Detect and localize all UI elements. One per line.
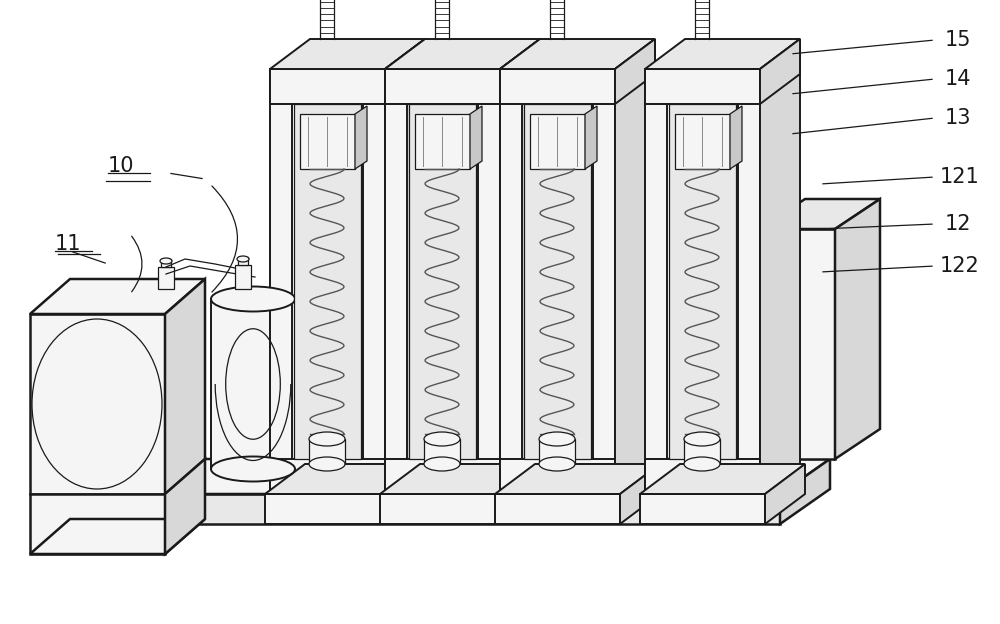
Bar — [238, 257, 248, 265]
Polygon shape — [30, 314, 165, 494]
Text: 121: 121 — [940, 167, 980, 187]
Bar — [158, 267, 174, 289]
Polygon shape — [385, 39, 540, 69]
Polygon shape — [385, 69, 500, 104]
Polygon shape — [730, 106, 742, 169]
Polygon shape — [640, 494, 765, 524]
Text: 122: 122 — [940, 256, 980, 276]
Bar — [309, 439, 345, 464]
Bar — [530, 114, 585, 169]
Bar — [539, 439, 575, 464]
Polygon shape — [505, 464, 545, 524]
Polygon shape — [495, 494, 620, 524]
Polygon shape — [500, 69, 615, 104]
Polygon shape — [270, 459, 385, 494]
Polygon shape — [760, 199, 880, 229]
Polygon shape — [270, 39, 425, 69]
Polygon shape — [760, 39, 800, 104]
Polygon shape — [211, 299, 295, 469]
Ellipse shape — [424, 432, 460, 446]
Polygon shape — [270, 69, 292, 494]
Bar — [161, 259, 171, 267]
Polygon shape — [385, 39, 425, 104]
Bar — [415, 114, 470, 169]
Polygon shape — [380, 464, 545, 494]
Polygon shape — [760, 229, 835, 459]
Polygon shape — [760, 39, 800, 494]
Ellipse shape — [684, 432, 720, 446]
Text: 15: 15 — [945, 30, 972, 50]
Polygon shape — [385, 69, 407, 494]
Polygon shape — [478, 69, 500, 494]
Ellipse shape — [309, 432, 345, 446]
Ellipse shape — [424, 457, 460, 471]
Polygon shape — [30, 279, 205, 314]
Polygon shape — [593, 69, 615, 494]
Text: 11: 11 — [55, 234, 82, 254]
Ellipse shape — [309, 457, 345, 471]
Polygon shape — [585, 106, 597, 169]
Text: 13: 13 — [945, 108, 972, 128]
Polygon shape — [780, 459, 830, 524]
Polygon shape — [385, 459, 500, 494]
Polygon shape — [645, 69, 667, 494]
Text: 10: 10 — [108, 156, 134, 176]
Polygon shape — [355, 106, 367, 169]
Bar — [684, 439, 720, 464]
Polygon shape — [265, 494, 390, 524]
Polygon shape — [385, 39, 425, 494]
Polygon shape — [615, 39, 655, 104]
Polygon shape — [390, 464, 430, 524]
Polygon shape — [615, 39, 655, 494]
Polygon shape — [363, 69, 385, 494]
Bar — [669, 104, 736, 459]
Polygon shape — [500, 459, 615, 494]
Text: 12: 12 — [945, 214, 972, 234]
Polygon shape — [165, 459, 205, 554]
Polygon shape — [80, 459, 830, 494]
Polygon shape — [645, 69, 760, 104]
Bar — [675, 114, 730, 169]
Polygon shape — [30, 494, 165, 554]
Polygon shape — [500, 69, 522, 494]
Polygon shape — [500, 39, 655, 69]
Ellipse shape — [539, 432, 575, 446]
Ellipse shape — [539, 457, 575, 471]
Bar — [409, 104, 476, 459]
Polygon shape — [835, 199, 880, 459]
Polygon shape — [270, 69, 385, 104]
Polygon shape — [500, 39, 540, 494]
Bar — [294, 104, 361, 459]
Bar — [235, 265, 251, 289]
Ellipse shape — [684, 457, 720, 471]
Polygon shape — [645, 39, 800, 69]
Polygon shape — [80, 494, 780, 524]
Ellipse shape — [211, 286, 295, 311]
Bar — [424, 439, 460, 464]
Ellipse shape — [211, 457, 295, 482]
Polygon shape — [470, 106, 482, 169]
Bar — [524, 104, 591, 459]
Polygon shape — [765, 464, 805, 524]
Polygon shape — [165, 279, 205, 494]
Polygon shape — [495, 464, 660, 494]
Text: 14: 14 — [945, 69, 972, 89]
Polygon shape — [640, 464, 805, 494]
Polygon shape — [738, 69, 760, 494]
Ellipse shape — [237, 256, 249, 262]
Polygon shape — [265, 464, 430, 494]
Polygon shape — [380, 494, 505, 524]
Bar — [300, 114, 355, 169]
Ellipse shape — [160, 258, 172, 264]
Polygon shape — [500, 39, 540, 104]
Polygon shape — [30, 519, 205, 554]
Polygon shape — [645, 459, 760, 494]
Polygon shape — [620, 464, 660, 524]
